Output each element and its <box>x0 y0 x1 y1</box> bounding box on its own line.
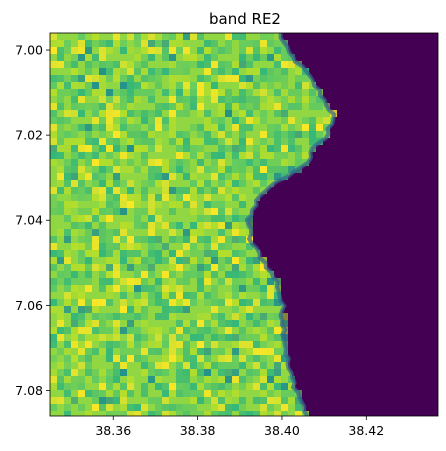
y-tick-label: 7.02 <box>15 128 43 143</box>
axes-frame <box>49 32 439 417</box>
y-tick-label: 7.04 <box>15 213 43 228</box>
x-tick-label: 38.42 <box>348 423 384 438</box>
y-axis: 7.00 7.02 7.04 7.06 7.08 <box>15 43 50 398</box>
y-tick-label: 7.06 <box>15 298 43 313</box>
x-axis: 38.36 38.38 38.40 38.42 <box>95 416 384 438</box>
y-tick-label: 7.08 <box>15 383 43 398</box>
x-tick-label: 38.36 <box>95 423 131 438</box>
y-tick-label: 7.00 <box>15 43 43 58</box>
x-tick-label: 38.38 <box>180 423 216 438</box>
raster-image <box>50 33 438 416</box>
plot-area <box>49 32 439 417</box>
chart-title: band RE2 <box>209 10 281 28</box>
x-tick-label: 38.40 <box>264 423 300 438</box>
shoreline <box>244 33 336 416</box>
